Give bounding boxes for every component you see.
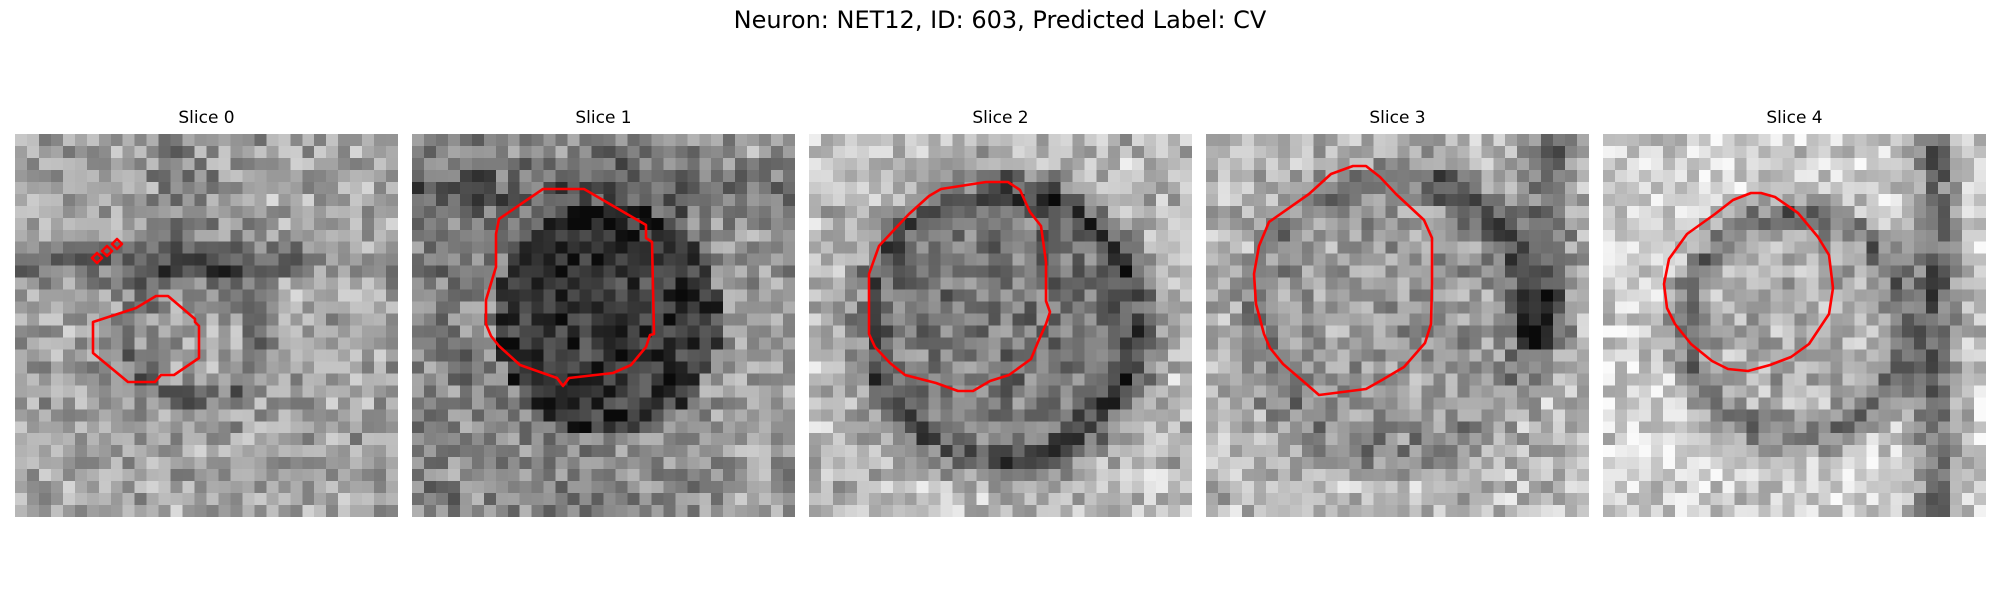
slice-panel-1: Slice 1 xyxy=(412,108,795,518)
pixel-grid xyxy=(15,134,398,517)
contour-overlay xyxy=(1252,164,1434,397)
pixel-grid xyxy=(809,134,1192,517)
contour-overlay xyxy=(484,187,656,388)
pixel-grid xyxy=(412,134,795,517)
slice-image-0 xyxy=(15,134,398,517)
segmentation-contour xyxy=(91,294,201,384)
figure-title: Neuron: NET12, ID: 603, Predicted Label:… xyxy=(733,6,1267,34)
slice-title-4: Slice 4 xyxy=(1766,108,1823,128)
slice-image-1 xyxy=(412,134,795,517)
slice-svg-4 xyxy=(1603,134,1986,517)
slice-title-0: Slice 0 xyxy=(178,108,235,128)
slice-title-1: Slice 1 xyxy=(575,108,632,128)
slice-svg-2 xyxy=(809,134,1192,517)
contour-fragment xyxy=(90,251,104,265)
segmentation-contour xyxy=(867,180,1052,393)
segmentation-contour xyxy=(1662,191,1835,373)
contour-overlay xyxy=(1662,191,1835,373)
slice-panel-0: Slice 0 xyxy=(15,108,398,518)
slice-image-2 xyxy=(809,134,1192,517)
contour-overlay xyxy=(90,237,201,384)
slice-panel-3: Slice 3 xyxy=(1206,108,1589,518)
slice-svg-3 xyxy=(1206,134,1589,517)
contour-fragment xyxy=(110,237,124,251)
contour-overlay xyxy=(867,180,1052,393)
slice-image-3 xyxy=(1206,134,1589,517)
slice-image-4 xyxy=(1603,134,1986,517)
slice-svg-1 xyxy=(412,134,795,517)
slice-title-3: Slice 3 xyxy=(1369,108,1426,128)
slice-svg-0 xyxy=(15,134,398,517)
pixel-grid xyxy=(1603,134,1986,517)
pixel-grid xyxy=(1206,134,1589,517)
segmentation-contour xyxy=(1252,164,1434,397)
contour-fragment xyxy=(100,244,114,258)
slice-panel-2: Slice 2 xyxy=(809,108,1192,518)
segmentation-contour xyxy=(484,187,656,388)
slice-title-2: Slice 2 xyxy=(972,108,1029,128)
slice-panel-4: Slice 4 xyxy=(1603,108,1986,518)
